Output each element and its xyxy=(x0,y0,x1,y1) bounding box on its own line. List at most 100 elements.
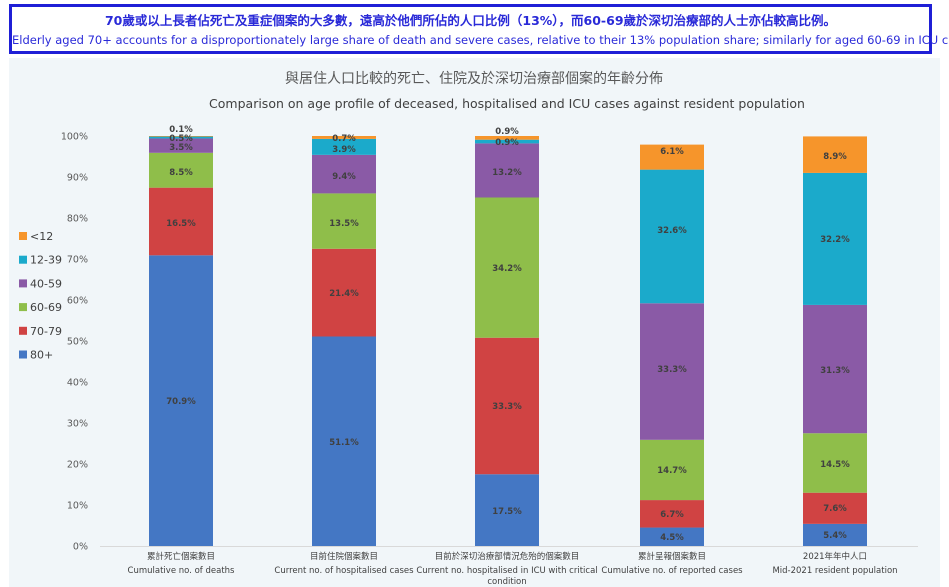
data-label: 33.3% xyxy=(657,365,687,375)
data-label: 21.4% xyxy=(329,289,359,299)
y-tick-label: 100% xyxy=(61,132,88,143)
data-label: 16.5% xyxy=(166,219,196,229)
bar-segment xyxy=(640,303,704,440)
bar-segment xyxy=(803,523,867,546)
data-label: 0.9% xyxy=(495,127,519,137)
bar-segment xyxy=(475,136,539,140)
bar-segment xyxy=(803,304,867,434)
legend-swatch xyxy=(19,255,27,264)
data-label: 4.5% xyxy=(660,533,684,543)
bar-segment xyxy=(640,144,704,170)
bar-segment xyxy=(803,492,867,524)
legend-swatch xyxy=(19,326,27,335)
bar-segment xyxy=(803,172,867,305)
bar-segment xyxy=(803,433,867,493)
data-label: 7.6% xyxy=(823,504,847,514)
y-tick-label: 70% xyxy=(67,255,88,266)
y-tick-label: 20% xyxy=(67,460,88,471)
bar-segment xyxy=(312,193,376,249)
legend-label: 70-79 xyxy=(30,325,62,338)
bar-segment xyxy=(803,136,867,173)
legend-swatch xyxy=(19,232,27,240)
data-label: 6.1% xyxy=(660,147,684,157)
bar-segment xyxy=(475,139,539,144)
legend-swatch xyxy=(19,279,27,288)
y-tick-label: 50% xyxy=(67,337,88,348)
category-label-en: Current no. hospitalised in ICU with cri… xyxy=(416,566,597,576)
y-axis: 0% 10% 20% 30% 40% 50% 60% 70% 80% 90% 100% xyxy=(61,132,918,553)
category-label-en: condition xyxy=(487,577,526,587)
bar-segment xyxy=(475,474,539,546)
bar-segment xyxy=(149,187,213,256)
bar-segment xyxy=(312,154,376,194)
category-label-en: Mid-2021 resident population xyxy=(772,566,897,576)
data-label: 0.9% xyxy=(495,138,519,148)
data-label: 0.7% xyxy=(332,134,356,144)
data-label: 70.9% xyxy=(166,397,196,407)
category-label-en: Cumulative no. of reported cases xyxy=(601,566,743,576)
data-label: 0.5% xyxy=(169,134,193,144)
data-labels: 70.9% 16.5% 8.5% 3.5%0.5%0.1% 51.1% 21.4% 13.5… xyxy=(166,125,850,543)
bar-segment xyxy=(149,255,213,546)
bar-segment xyxy=(640,439,704,501)
category-label-zh: 累計呈報個案數目 xyxy=(638,551,706,562)
data-label: 33.3% xyxy=(492,402,522,412)
data-label: 6.7% xyxy=(660,510,684,520)
data-label: 3.9% xyxy=(332,145,356,155)
bars xyxy=(149,136,867,546)
data-label: 32.2% xyxy=(820,235,850,245)
data-label: 51.1% xyxy=(329,438,359,448)
legend-label: 60-69 xyxy=(30,301,62,314)
data-label: 32.6% xyxy=(657,226,687,236)
data-label: 14.5% xyxy=(820,460,850,470)
category-label-en: Current no. of hospitalised cases xyxy=(274,566,414,576)
bar-segment xyxy=(149,152,213,188)
y-tick-label: 30% xyxy=(67,419,88,430)
bar-segment xyxy=(475,337,539,475)
bar-segment xyxy=(149,138,213,153)
data-label: 8.5% xyxy=(169,168,193,178)
bar-segment xyxy=(640,500,704,528)
bar-segment xyxy=(475,143,539,198)
data-label: 8.9% xyxy=(823,152,847,162)
y-tick-label: 10% xyxy=(67,501,88,512)
summary-banner: 70歲或以上長者佔死亡及重症個案的大多數，遠高於他們所佔的人口比例（13%），而… xyxy=(9,4,949,54)
legend-label: 40-59 xyxy=(30,277,62,290)
data-label: 0.1% xyxy=(169,125,193,135)
data-label: 13.2% xyxy=(492,168,522,178)
data-label: 14.7% xyxy=(657,466,687,476)
bar-segment xyxy=(312,248,376,337)
category-label-zh: 累計死亡個案數目 xyxy=(147,551,215,562)
legend-swatch xyxy=(19,350,27,359)
category-label-zh: 目前住院個案數目 xyxy=(310,551,378,562)
data-label: 31.3% xyxy=(820,366,850,376)
bar-segment xyxy=(640,527,704,546)
data-label: 3.5% xyxy=(169,143,193,153)
category-label-zh: 2021年年中人口 xyxy=(803,551,867,562)
legend-label: 80+ xyxy=(30,349,53,362)
bar-segment xyxy=(640,169,704,304)
data-label: 13.5% xyxy=(329,219,359,229)
data-label: 34.2% xyxy=(492,264,522,274)
legend-swatch xyxy=(19,303,27,312)
data-label: 5.4% xyxy=(823,531,847,541)
legend-label: 12-39 xyxy=(30,254,62,267)
legend-label: <12 xyxy=(30,230,53,243)
summary-text-zh: 70歲或以上長者佔死亡及重症個案的大多數，遠高於他們所佔的人口比例（13%），而… xyxy=(104,13,837,28)
legend: <12 12-39 40-59 60-69 70-79 80+ xyxy=(19,230,62,362)
y-tick-label: 40% xyxy=(67,378,88,389)
bar-segment xyxy=(312,138,376,155)
summary-text-en: Elderly aged 70+ accounts for a dispropo… xyxy=(12,33,949,47)
chart-subtitle: Comparison on age profile of deceased, h… xyxy=(209,96,805,111)
data-label: 9.4% xyxy=(332,172,356,182)
chart-title: 與居住人口比較的死亡、住院及於深切治療部個案的年齡分佈 xyxy=(285,70,663,87)
y-tick-label: 80% xyxy=(67,214,88,225)
bar-segment xyxy=(475,197,539,338)
y-tick-label: 90% xyxy=(67,173,88,184)
y-tick-label: 60% xyxy=(67,296,88,307)
y-tick-label: 0% xyxy=(73,542,88,553)
category-label-en: Cumulative no. of deaths xyxy=(128,566,236,576)
data-label: 17.5% xyxy=(492,507,522,517)
x-axis-categories: 累計死亡個案數目 Cumulative no. of deaths 目前住院個案數目… xyxy=(128,551,898,587)
